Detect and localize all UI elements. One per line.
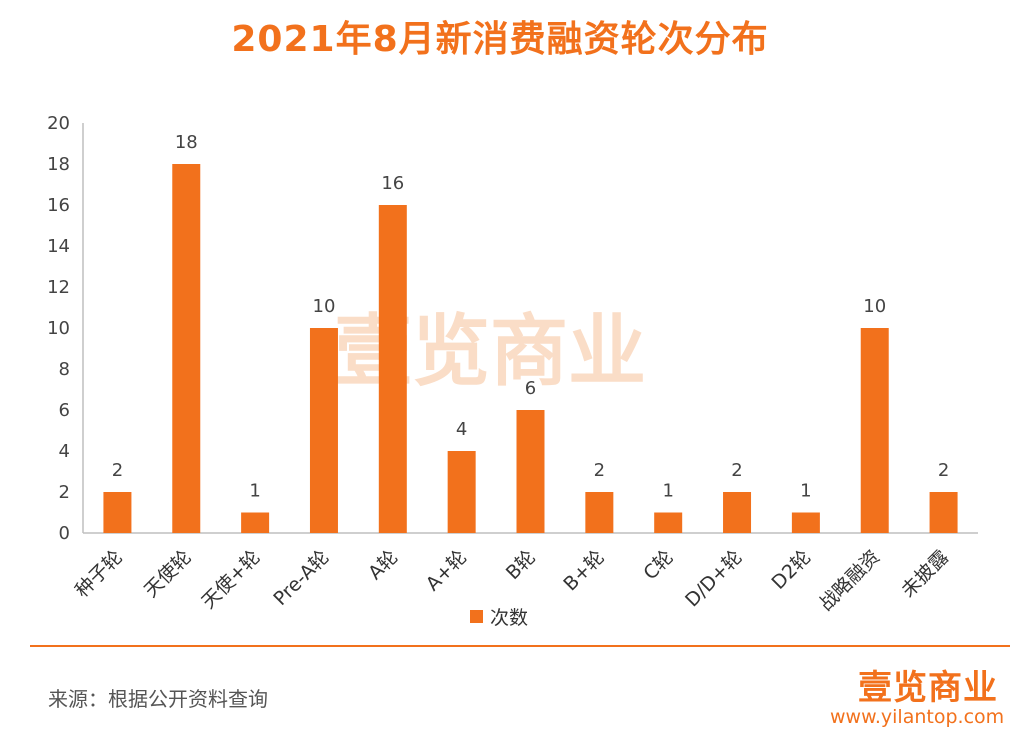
divider	[30, 645, 1010, 647]
bar	[103, 492, 132, 533]
y-tick-label: 0	[59, 523, 70, 544]
bar	[929, 492, 958, 533]
brand-url: www.yilantop.com	[830, 706, 1005, 728]
y-tick-label: 12	[47, 277, 70, 298]
y-tick-label: 10	[47, 318, 70, 339]
x-tick-label: 天使轮	[140, 546, 196, 602]
chart-title: 2021年8月新消费融资轮次分布	[231, 19, 769, 60]
x-tick-label: B轮	[502, 546, 540, 584]
y-tick-label: 8	[59, 359, 70, 380]
y-tick-label: 18	[47, 154, 70, 175]
x-tick-label: Pre-A轮	[269, 546, 333, 610]
y-tick-label: 20	[47, 113, 70, 134]
x-tick-label: A轮	[364, 546, 402, 584]
x-tick-label: 未披露	[897, 546, 953, 602]
x-tick-label: 天使+轮	[198, 546, 265, 613]
x-tick-label: B+轮	[559, 546, 608, 595]
data-label: 2	[594, 460, 605, 481]
data-label: 1	[662, 481, 673, 502]
legend-label: 次数	[490, 607, 528, 629]
bar	[654, 512, 683, 533]
bar	[791, 512, 820, 533]
source-note: 来源：根据公开资料查询	[48, 687, 268, 711]
data-label: 1	[249, 481, 260, 502]
y-tick-label: 4	[59, 441, 70, 462]
bar	[309, 328, 338, 533]
data-label: 2	[938, 460, 949, 481]
y-tick-label: 14	[47, 236, 70, 257]
x-tick-label: 战略融资	[815, 546, 884, 615]
data-label: 6	[525, 378, 536, 399]
y-tick-label: 16	[47, 195, 70, 216]
data-label: 4	[456, 419, 467, 440]
data-label: 1	[800, 481, 811, 502]
x-tick-label: A+轮	[422, 546, 471, 595]
data-label: 10	[863, 296, 886, 317]
x-tick-label: 种子轮	[71, 546, 127, 602]
data-label: 10	[313, 296, 336, 317]
bar	[241, 512, 270, 533]
brand-logo: 壹览商业	[858, 668, 998, 708]
legend-swatch	[470, 610, 483, 623]
bar	[723, 492, 752, 533]
data-label: 2	[731, 460, 742, 481]
data-label: 2	[112, 460, 123, 481]
x-tick-label: D/D+轮	[681, 546, 746, 611]
bar	[172, 164, 201, 533]
bar	[860, 328, 889, 533]
bar	[516, 410, 545, 533]
data-label: 18	[175, 132, 198, 153]
x-tick-label: D2轮	[768, 546, 816, 594]
bar	[585, 492, 614, 533]
data-label: 16	[381, 173, 404, 194]
y-tick-label: 2	[59, 482, 70, 503]
bar-chart: 壹览商业024681012141618202种子轮18天使轮1天使+轮10Pre…	[47, 113, 978, 629]
x-tick-label: C轮	[639, 546, 677, 584]
bar	[447, 451, 476, 533]
y-tick-label: 6	[59, 400, 70, 421]
bar	[378, 205, 407, 533]
